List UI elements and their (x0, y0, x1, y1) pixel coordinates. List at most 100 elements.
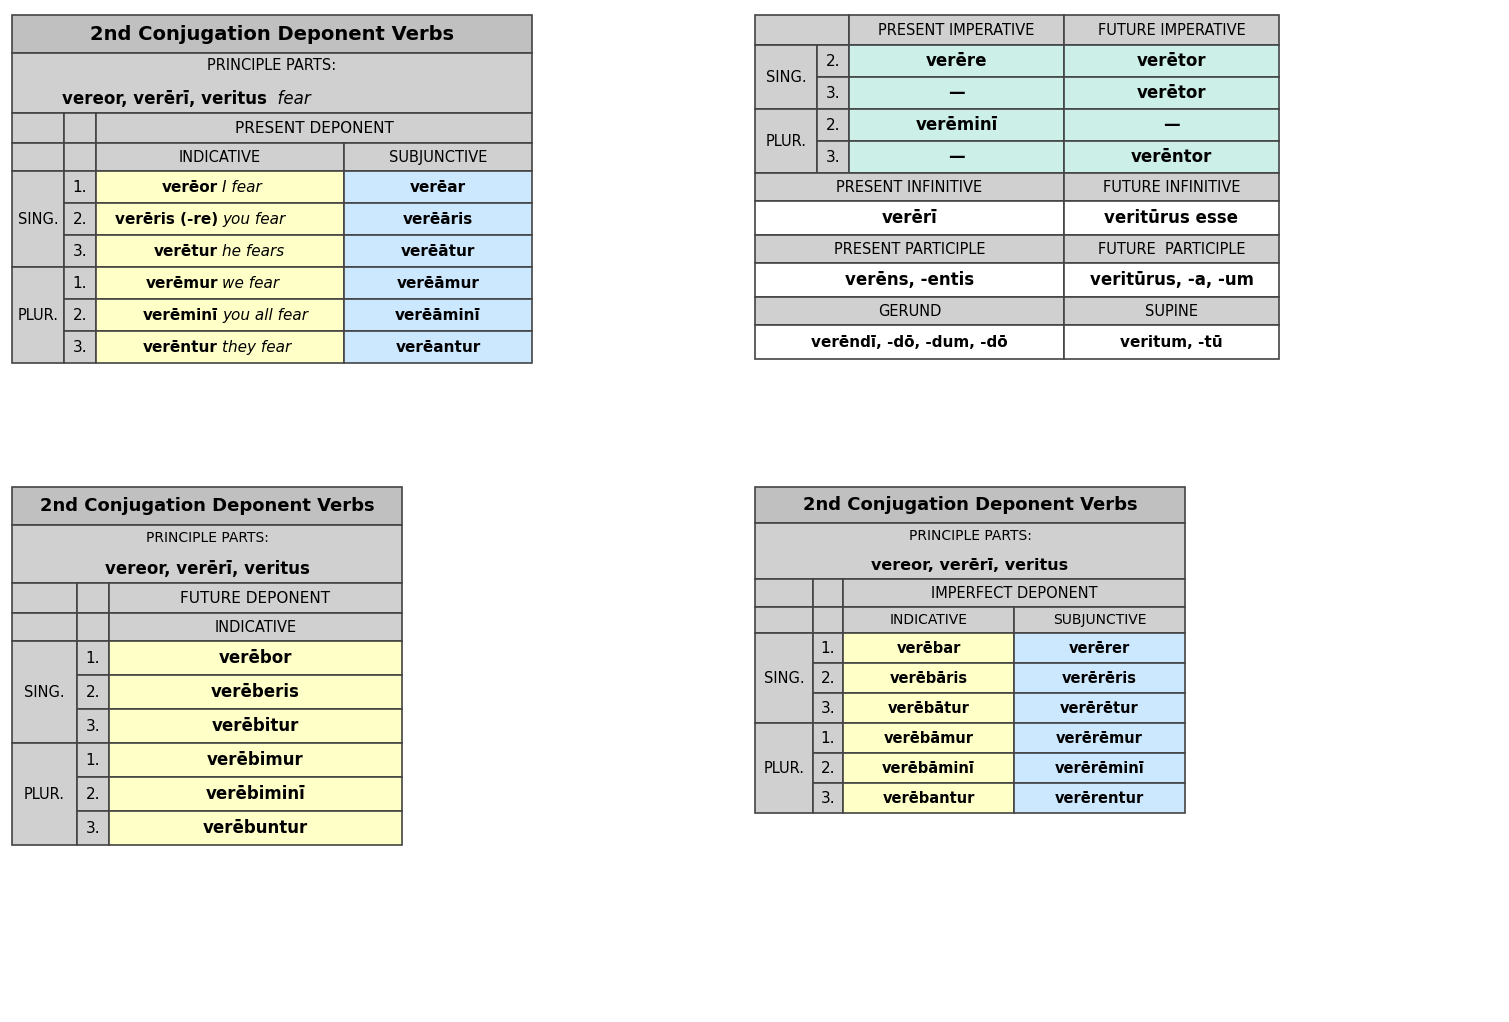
FancyBboxPatch shape (77, 743, 109, 777)
Text: FUTURE  PARTICIPLE: FUTURE PARTICIPLE (1097, 241, 1245, 257)
FancyBboxPatch shape (63, 143, 97, 171)
Text: 3.: 3. (86, 821, 100, 836)
FancyBboxPatch shape (344, 235, 533, 267)
Text: GERUND: GERUND (878, 304, 942, 319)
FancyBboxPatch shape (77, 675, 109, 709)
Text: PRESENT DEPONENT: PRESENT DEPONENT (234, 121, 394, 136)
Text: verētor: verētor (1136, 52, 1206, 69)
Text: verēminī: verēminī (143, 308, 217, 323)
FancyBboxPatch shape (12, 583, 77, 613)
Text: 2.: 2. (821, 760, 836, 776)
Text: verēre: verēre (925, 52, 987, 69)
FancyBboxPatch shape (816, 141, 850, 173)
FancyBboxPatch shape (1014, 723, 1185, 753)
FancyBboxPatch shape (12, 641, 77, 743)
FancyBboxPatch shape (754, 201, 1064, 235)
Text: verētor: verētor (1136, 84, 1206, 102)
Text: vereor, verērī, veritus: vereor, verērī, veritus (104, 560, 309, 578)
Text: fear: fear (267, 90, 311, 108)
FancyBboxPatch shape (1064, 141, 1280, 173)
FancyBboxPatch shape (63, 203, 97, 235)
Text: verērer: verērer (1068, 641, 1130, 655)
FancyBboxPatch shape (844, 607, 1014, 633)
FancyBboxPatch shape (813, 607, 844, 633)
FancyBboxPatch shape (850, 15, 1064, 45)
FancyBboxPatch shape (1064, 235, 1280, 263)
Text: veritum, -tū: veritum, -tū (1120, 334, 1222, 350)
Text: verēminī: verēminī (916, 117, 997, 134)
Text: 3.: 3. (86, 718, 100, 734)
Text: 2.: 2. (86, 685, 100, 699)
Text: verērentur: verērentur (1055, 790, 1144, 805)
FancyBboxPatch shape (844, 579, 1185, 607)
FancyBboxPatch shape (77, 709, 109, 743)
FancyBboxPatch shape (1064, 15, 1280, 45)
FancyBboxPatch shape (12, 113, 63, 143)
Text: you fear: you fear (222, 212, 285, 227)
Text: 2nd Conjugation Deponent Verbs: 2nd Conjugation Deponent Verbs (803, 496, 1138, 514)
Text: 1.: 1. (821, 731, 836, 745)
FancyBboxPatch shape (844, 783, 1014, 812)
FancyBboxPatch shape (1064, 297, 1280, 325)
FancyBboxPatch shape (1014, 663, 1185, 693)
FancyBboxPatch shape (813, 633, 844, 663)
FancyBboxPatch shape (97, 171, 344, 203)
FancyBboxPatch shape (754, 263, 1064, 297)
Text: veritūrus esse: veritūrus esse (1105, 210, 1239, 227)
Text: verērēmur: verērēmur (1056, 731, 1142, 745)
FancyBboxPatch shape (63, 267, 97, 299)
Text: PLUR.: PLUR. (765, 134, 806, 148)
Text: he fears: he fears (222, 243, 284, 259)
Text: PRESENT IMPERATIVE: PRESENT IMPERATIVE (878, 22, 1035, 38)
FancyBboxPatch shape (816, 77, 850, 109)
Text: 2.: 2. (72, 212, 88, 227)
FancyBboxPatch shape (97, 299, 344, 331)
FancyBboxPatch shape (12, 525, 401, 583)
Text: 3.: 3. (72, 243, 88, 259)
Text: verēbuntur: verēbuntur (202, 819, 308, 837)
Text: 3.: 3. (825, 149, 841, 165)
Text: 1.: 1. (86, 650, 100, 665)
FancyBboxPatch shape (850, 141, 1064, 173)
Text: verēmur: verēmur (145, 276, 217, 290)
Text: —: — (1163, 117, 1180, 134)
FancyBboxPatch shape (816, 45, 850, 77)
Text: 3.: 3. (821, 790, 836, 805)
Text: 2.: 2. (72, 308, 88, 323)
FancyBboxPatch shape (12, 15, 533, 53)
Text: INDICATIVE: INDICATIVE (214, 619, 297, 635)
FancyBboxPatch shape (844, 753, 1014, 783)
FancyBboxPatch shape (344, 299, 533, 331)
FancyBboxPatch shape (1014, 607, 1185, 633)
FancyBboxPatch shape (77, 641, 109, 675)
FancyBboxPatch shape (63, 235, 97, 267)
FancyBboxPatch shape (1014, 753, 1185, 783)
Text: 1.: 1. (821, 641, 836, 655)
Text: verēberis: verēberis (211, 683, 300, 701)
Text: INDICATIVE: INDICATIVE (180, 149, 261, 165)
Text: IMPERFECT DEPONENT: IMPERFECT DEPONENT (931, 586, 1097, 601)
Text: PRESENT PARTICIPLE: PRESENT PARTICIPLE (834, 241, 985, 257)
FancyBboxPatch shape (813, 723, 844, 753)
FancyBboxPatch shape (77, 777, 109, 811)
Text: verēbāmur: verēbāmur (883, 731, 973, 745)
FancyBboxPatch shape (813, 693, 844, 723)
Text: verēāris: verēāris (403, 212, 474, 227)
Text: verēbāris: verēbāris (889, 670, 967, 686)
Text: verēbātur: verēbātur (887, 700, 969, 715)
Text: verēor: verēor (161, 180, 217, 194)
Text: verērēris: verērēris (1062, 670, 1136, 686)
Text: vereor, verērī, veritus: vereor, verērī, veritus (871, 557, 1068, 572)
FancyBboxPatch shape (97, 235, 344, 267)
FancyBboxPatch shape (844, 633, 1014, 663)
FancyBboxPatch shape (816, 109, 850, 141)
Text: 3.: 3. (821, 700, 836, 715)
Text: 3.: 3. (72, 339, 88, 355)
FancyBboxPatch shape (344, 203, 533, 235)
Text: verēndī, -dō, -dum, -dō: verēndī, -dō, -dum, -dō (812, 334, 1008, 350)
Text: verēns, -entis: verēns, -entis (845, 271, 975, 289)
FancyBboxPatch shape (344, 331, 533, 363)
Text: 3.: 3. (825, 86, 841, 100)
Text: PLUR.: PLUR. (24, 787, 65, 801)
FancyBboxPatch shape (754, 523, 1185, 579)
